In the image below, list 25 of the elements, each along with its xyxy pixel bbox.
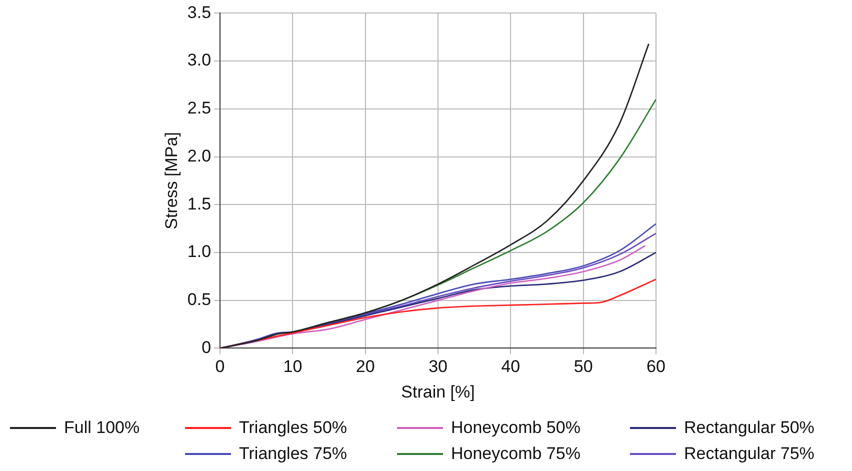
- x-tick-label: 10: [283, 357, 302, 376]
- y-tick-label: 2.5: [187, 98, 212, 118]
- legend-label: Honeycomb 75%: [451, 444, 580, 464]
- x-axis-title: Strain [%]: [401, 382, 475, 402]
- y-tick-label: 0: [202, 338, 212, 357]
- x-tick-label: 60: [646, 357, 666, 376]
- y-tick-label: 1.0: [187, 242, 212, 262]
- y-tick-label: 3.5: [187, 2, 212, 22]
- y-tick-label: 1.5: [187, 194, 212, 214]
- x-tick-label: 50: [574, 357, 593, 376]
- legend-label: Triangles 75%: [239, 444, 348, 464]
- y-tick-label: 0.5: [187, 290, 212, 310]
- x-tick-label: 30: [428, 357, 448, 376]
- legend-label: Rectangular 75%: [684, 444, 814, 464]
- legend-label: Full 100%: [64, 418, 140, 438]
- line-series: [220, 43, 650, 348]
- y-tick-label: 2.0: [187, 146, 212, 166]
- x-tick-label: 20: [356, 357, 375, 376]
- x-tick-label: 40: [501, 357, 520, 376]
- legend-label: Honeycomb 50%: [451, 418, 580, 438]
- legend-label: Rectangular 50%: [684, 418, 814, 438]
- legend-label: Triangles 50%: [239, 418, 348, 438]
- y-tick-label: 3.0: [187, 50, 212, 70]
- y-axis-title: Stress [MPa]: [162, 132, 181, 230]
- x-tick-label: 0: [215, 357, 225, 376]
